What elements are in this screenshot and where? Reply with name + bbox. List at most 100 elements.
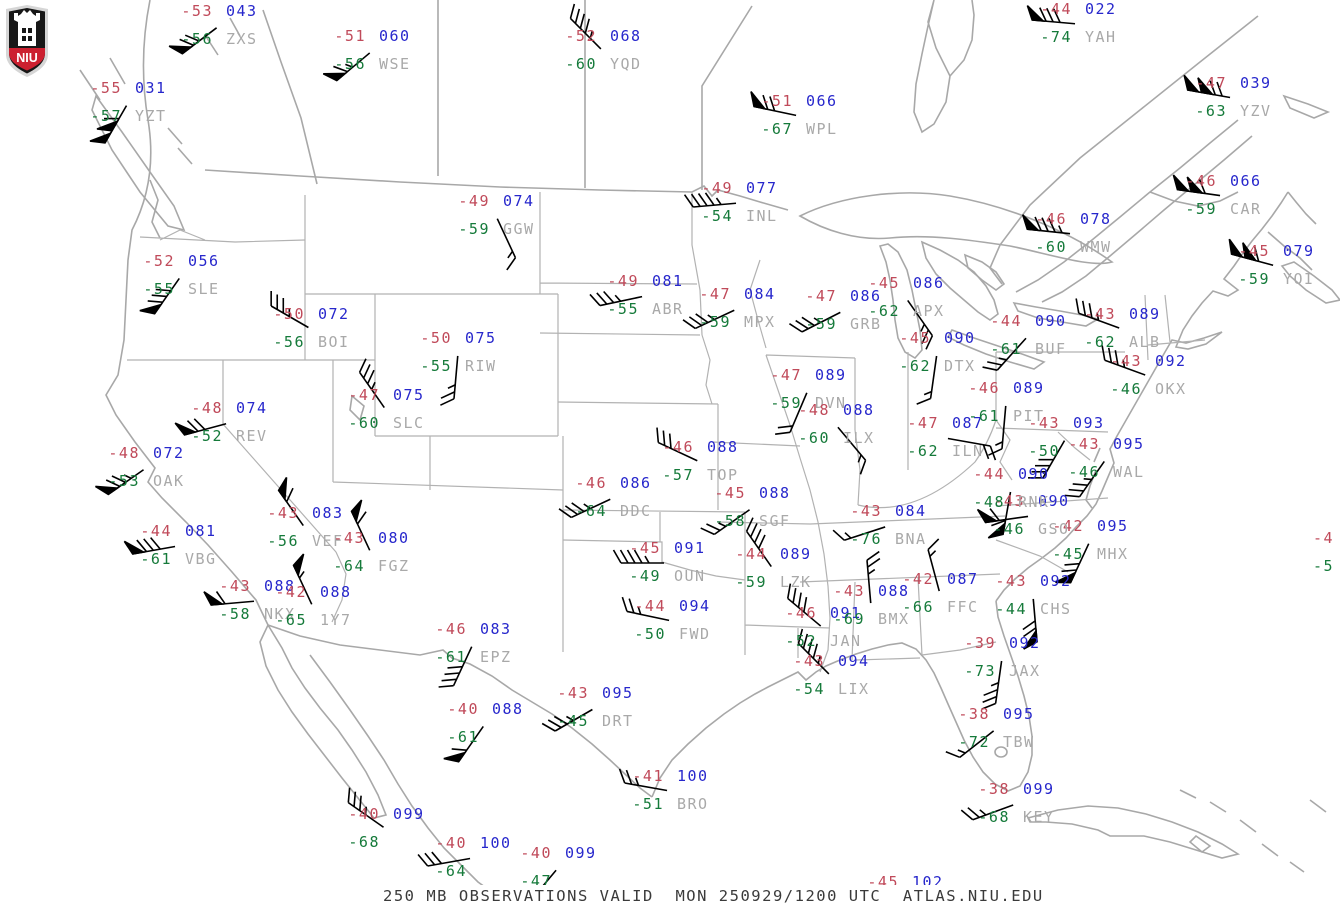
station-temp: -44 xyxy=(1040,0,1072,18)
station-temp: -48 xyxy=(191,399,223,417)
station-temp: -47 xyxy=(348,386,380,404)
station-temp: -43 xyxy=(1068,435,1100,453)
station-id: FFC xyxy=(947,598,979,616)
station-temp: -44 xyxy=(735,545,767,563)
station-green: -63 xyxy=(1195,102,1227,120)
wind-barb-icon xyxy=(1026,5,1076,25)
station-id: BOI xyxy=(318,333,350,351)
niu-logo-text: NIU xyxy=(16,51,38,65)
wind-barb-icon xyxy=(1055,543,1090,584)
wind-barb-icon xyxy=(347,787,385,828)
station-green: -55 xyxy=(607,300,639,318)
station-id: YZT xyxy=(135,107,167,125)
station-temp: -45 xyxy=(1238,242,1270,260)
wind-barb-icon xyxy=(1021,214,1071,235)
station-height: 087 xyxy=(952,414,984,432)
station-id: INL xyxy=(746,207,778,225)
station-green: -59 xyxy=(1238,270,1270,288)
station-height: 099 xyxy=(1023,780,1055,798)
wind-barb-icon xyxy=(1022,598,1038,650)
station-height: 086 xyxy=(620,474,652,492)
station-green: -54 xyxy=(701,207,733,225)
caption-band xyxy=(0,885,1340,920)
wind-barb-icon xyxy=(907,299,934,350)
station-temp: -43 xyxy=(1084,305,1116,323)
station-id: ALB xyxy=(1129,333,1161,351)
station-green: -61 xyxy=(968,407,1000,425)
station-height: 095 xyxy=(1113,435,1145,453)
station-green: -73 xyxy=(964,662,996,680)
station-temp: -46 xyxy=(1035,210,1067,228)
station-id: GSO xyxy=(1038,520,1070,538)
wind-barb-icon xyxy=(203,591,255,606)
station-temp: -43 xyxy=(1028,414,1060,432)
station-height: 095 xyxy=(1097,517,1129,535)
station-temp: -48 xyxy=(798,401,830,419)
station-height: 074 xyxy=(503,192,535,210)
station-height: 100 xyxy=(480,834,512,852)
wind-barb-icon xyxy=(569,3,602,50)
wind-barb-icon xyxy=(292,553,313,605)
station-height: 090 xyxy=(1038,492,1070,510)
station-green: -45 xyxy=(557,712,589,730)
wind-barb-icon xyxy=(700,509,751,536)
station-height: 086 xyxy=(913,274,945,292)
station-green: -46 xyxy=(1068,463,1100,481)
station-height: 084 xyxy=(895,502,927,520)
station-id: JAX xyxy=(1009,662,1041,680)
station-id: GGW xyxy=(503,220,535,238)
station-id: FGZ xyxy=(378,557,410,575)
wind-barb-icon xyxy=(350,499,371,551)
station-id: CAR xyxy=(1230,200,1262,218)
station-green: -54 xyxy=(793,680,825,698)
wind-barb-icon xyxy=(1228,238,1274,266)
station-height: 084 xyxy=(744,285,776,303)
station-id: WPL xyxy=(806,120,838,138)
station-temp: -50 xyxy=(420,329,452,347)
station-id: GRB xyxy=(850,315,882,333)
station-height: 094 xyxy=(679,597,711,615)
station-temp: -42 xyxy=(902,570,934,588)
station-height: 088 xyxy=(320,583,352,601)
station-id: RIW xyxy=(465,357,497,375)
station-temp: -45 xyxy=(714,484,746,502)
coastline-paths xyxy=(79,0,1340,920)
station-id: OKX xyxy=(1155,380,1187,398)
wind-barb-icon xyxy=(1028,440,1066,479)
station-id: MHX xyxy=(1097,545,1129,563)
station-temp: -43 xyxy=(219,577,251,595)
wind-barb-icon xyxy=(786,583,822,627)
station-temp: -43 xyxy=(833,582,865,600)
station-id: LZK xyxy=(780,573,812,591)
station-height: 066 xyxy=(1230,172,1262,190)
station-height: 060 xyxy=(379,27,411,45)
station-height: 031 xyxy=(135,79,167,97)
station-green: -64 xyxy=(333,557,365,575)
station-height: 088 xyxy=(878,582,910,600)
station-temp: -48 xyxy=(108,444,140,462)
station-green: -56 xyxy=(181,30,213,48)
wind-barb-icon xyxy=(745,517,772,568)
station-temp: -43 xyxy=(793,652,825,670)
station-height: 089 xyxy=(1129,305,1161,323)
station-height: 090 xyxy=(1035,312,1067,330)
station-height: 099 xyxy=(565,844,597,862)
station-temp: -42 xyxy=(1052,517,1084,535)
station-green: -61 xyxy=(990,340,1022,358)
station-green: -68 xyxy=(348,833,380,851)
wind-barb-icon xyxy=(960,804,1014,821)
station-id: YQI xyxy=(1283,270,1315,288)
wind-barb-icon xyxy=(775,392,808,435)
wind-barb-icon xyxy=(866,550,881,604)
station-green: -65 xyxy=(275,611,307,629)
station-green: -76 xyxy=(850,530,882,548)
station-temp: -46 xyxy=(1185,172,1217,190)
wind-barb-icon xyxy=(174,418,227,436)
wind-barb-icon xyxy=(797,628,830,675)
station-green: -48 xyxy=(973,493,1005,511)
station-id: SLE xyxy=(188,280,220,298)
niu-logo: NIU xyxy=(6,5,48,77)
